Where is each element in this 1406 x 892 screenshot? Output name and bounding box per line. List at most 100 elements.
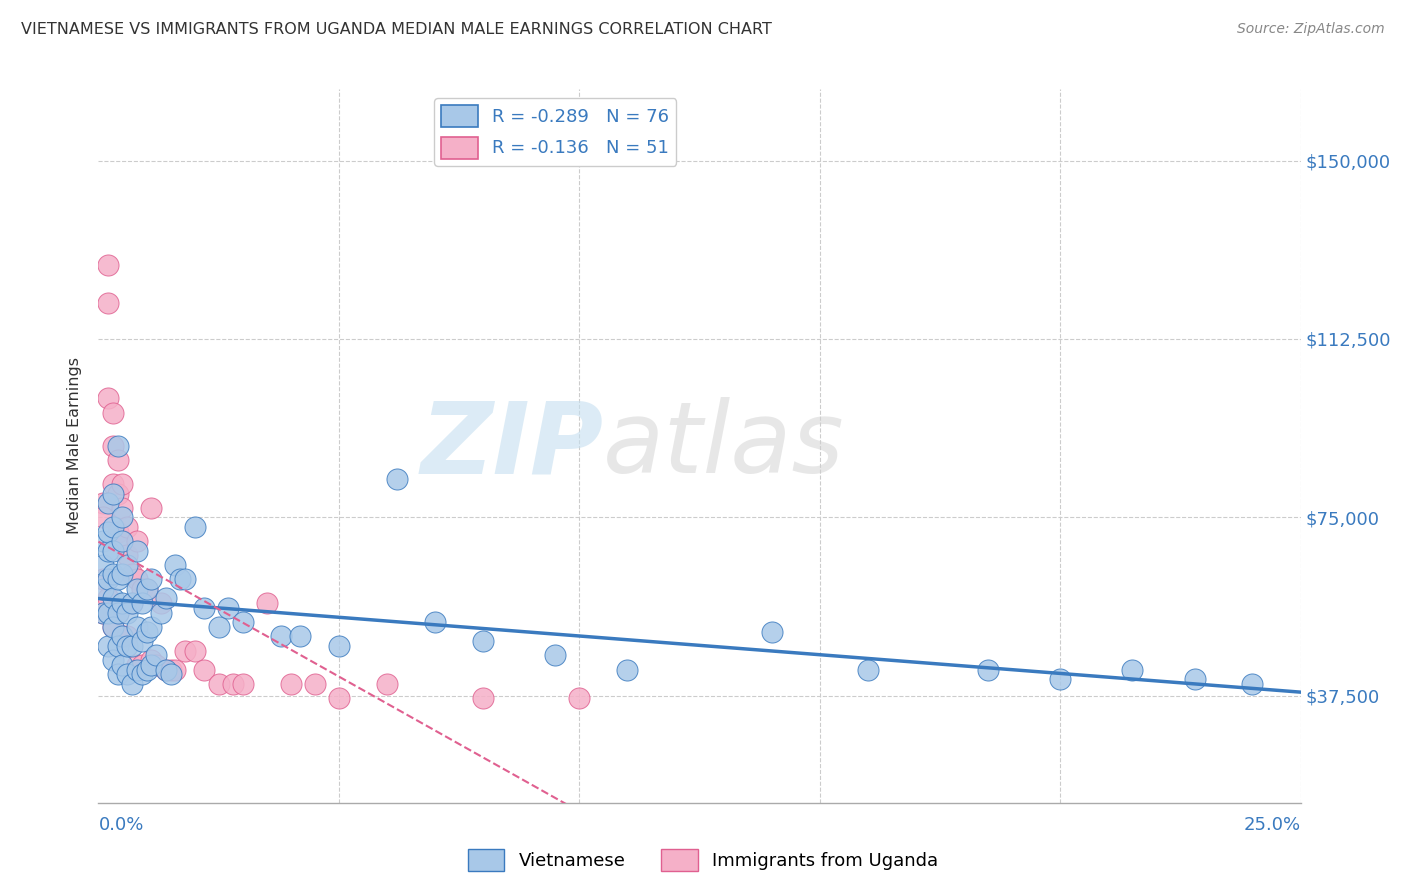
Point — [101, 406, 124, 420]
Text: 0.0%: 0.0% — [98, 816, 143, 834]
Point — [155, 663, 177, 677]
Point — [97, 392, 120, 406]
Point — [91, 582, 114, 596]
Point — [111, 567, 134, 582]
Point — [193, 600, 215, 615]
Point — [165, 663, 187, 677]
Point — [97, 496, 120, 510]
Point — [217, 600, 239, 615]
Point — [232, 677, 254, 691]
Point — [208, 677, 231, 691]
Legend: Vietnamese, Immigrants from Uganda: Vietnamese, Immigrants from Uganda — [461, 842, 945, 879]
Point — [141, 500, 163, 515]
Point — [155, 663, 177, 677]
Point — [101, 477, 124, 491]
Point — [107, 606, 129, 620]
Point — [97, 258, 120, 272]
Point — [165, 558, 187, 572]
Point — [117, 520, 139, 534]
Point — [544, 648, 567, 663]
Point — [111, 534, 134, 549]
Point — [97, 572, 120, 586]
Point — [125, 620, 148, 634]
Point — [107, 439, 129, 453]
Point — [375, 677, 398, 691]
Point — [1241, 677, 1264, 691]
Point — [107, 486, 129, 500]
Point — [135, 663, 157, 677]
Point — [101, 543, 124, 558]
Point — [145, 657, 167, 672]
Point — [111, 534, 134, 549]
Point — [117, 629, 139, 643]
Point — [1049, 672, 1071, 686]
Point — [131, 596, 153, 610]
Point — [616, 663, 638, 677]
Point — [131, 657, 153, 672]
Point — [131, 667, 153, 681]
Point — [131, 582, 153, 596]
Point — [91, 510, 114, 524]
Point — [111, 657, 134, 672]
Point — [149, 596, 172, 610]
Point — [117, 667, 139, 681]
Point — [135, 582, 157, 596]
Point — [155, 591, 177, 606]
Text: ZIP: ZIP — [420, 398, 603, 494]
Point — [141, 653, 163, 667]
Point — [145, 648, 167, 663]
Point — [125, 543, 148, 558]
Point — [125, 663, 148, 677]
Point — [107, 453, 129, 467]
Point — [222, 677, 245, 691]
Point — [270, 629, 292, 643]
Point — [141, 657, 163, 672]
Point — [111, 596, 134, 610]
Point — [97, 639, 120, 653]
Point — [121, 677, 143, 691]
Point — [107, 667, 129, 681]
Point — [280, 677, 302, 691]
Point — [91, 558, 114, 572]
Point — [97, 524, 120, 539]
Point — [131, 634, 153, 648]
Point — [472, 634, 495, 648]
Point — [1184, 672, 1206, 686]
Point — [385, 472, 408, 486]
Point — [117, 606, 139, 620]
Point — [761, 624, 783, 639]
Point — [159, 663, 181, 677]
Text: VIETNAMESE VS IMMIGRANTS FROM UGANDA MEDIAN MALE EARNINGS CORRELATION CHART: VIETNAMESE VS IMMIGRANTS FROM UGANDA MED… — [21, 22, 772, 37]
Point — [117, 549, 139, 563]
Point — [174, 572, 197, 586]
Point — [91, 606, 114, 620]
Point — [977, 663, 1000, 677]
Point — [101, 567, 124, 582]
Point — [101, 591, 124, 606]
Point — [97, 543, 120, 558]
Point — [232, 615, 254, 629]
Point — [121, 596, 143, 610]
Point — [125, 582, 148, 596]
Point — [208, 620, 231, 634]
Point — [121, 639, 143, 653]
Point — [91, 572, 114, 586]
Point — [423, 615, 446, 629]
Point — [472, 691, 495, 706]
Y-axis label: Median Male Earnings: Median Male Earnings — [67, 358, 83, 534]
Point — [159, 667, 181, 681]
Point — [91, 534, 114, 549]
Point — [101, 520, 124, 534]
Point — [174, 643, 197, 657]
Point — [328, 639, 350, 653]
Point — [193, 663, 215, 677]
Point — [856, 663, 879, 677]
Point — [183, 643, 205, 657]
Point — [117, 639, 139, 653]
Text: Source: ZipAtlas.com: Source: ZipAtlas.com — [1237, 22, 1385, 37]
Point — [111, 629, 134, 643]
Point — [91, 496, 114, 510]
Point — [111, 477, 134, 491]
Point — [101, 486, 124, 500]
Point — [125, 572, 148, 586]
